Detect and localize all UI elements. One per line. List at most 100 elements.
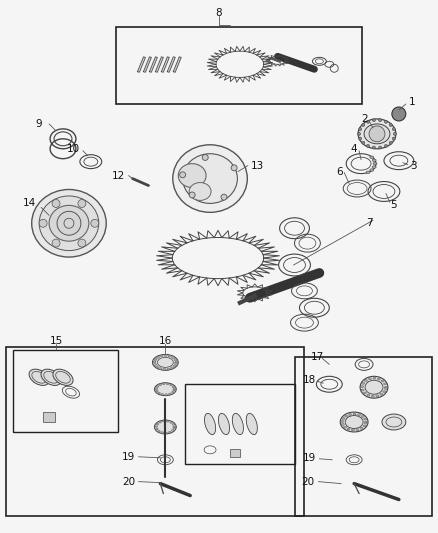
Circle shape	[359, 137, 362, 140]
Circle shape	[91, 219, 99, 227]
Ellipse shape	[158, 392, 160, 394]
Ellipse shape	[372, 166, 376, 168]
Ellipse shape	[155, 383, 176, 395]
Ellipse shape	[345, 415, 348, 417]
Ellipse shape	[173, 389, 175, 391]
Text: 19: 19	[303, 453, 316, 463]
Circle shape	[39, 219, 47, 227]
Ellipse shape	[165, 394, 167, 395]
Ellipse shape	[162, 420, 165, 422]
Ellipse shape	[373, 163, 377, 165]
Text: 16: 16	[159, 336, 172, 345]
Circle shape	[189, 192, 195, 198]
Circle shape	[78, 239, 86, 247]
Circle shape	[362, 141, 365, 144]
Circle shape	[392, 107, 406, 121]
Ellipse shape	[158, 430, 160, 432]
Ellipse shape	[360, 427, 363, 429]
Ellipse shape	[361, 416, 364, 417]
Text: 8: 8	[215, 7, 223, 18]
Text: 13: 13	[251, 160, 265, 171]
Ellipse shape	[153, 361, 156, 363]
Circle shape	[385, 144, 388, 148]
Text: 10: 10	[67, 144, 79, 154]
Ellipse shape	[246, 414, 258, 434]
Ellipse shape	[358, 119, 396, 149]
Ellipse shape	[347, 428, 350, 430]
Ellipse shape	[178, 164, 206, 188]
Polygon shape	[144, 57, 152, 72]
Ellipse shape	[219, 414, 230, 434]
Ellipse shape	[153, 364, 156, 366]
Ellipse shape	[360, 376, 388, 398]
Ellipse shape	[167, 368, 170, 370]
Ellipse shape	[162, 383, 165, 385]
Circle shape	[372, 146, 375, 149]
Ellipse shape	[164, 354, 167, 357]
Ellipse shape	[155, 420, 176, 434]
Circle shape	[180, 172, 186, 178]
Circle shape	[202, 155, 208, 160]
Ellipse shape	[159, 421, 162, 423]
Ellipse shape	[174, 359, 177, 361]
Circle shape	[52, 239, 60, 247]
Text: 18: 18	[303, 375, 316, 385]
Circle shape	[392, 137, 395, 140]
Ellipse shape	[170, 384, 172, 386]
Ellipse shape	[385, 386, 388, 388]
Ellipse shape	[29, 369, 49, 385]
Circle shape	[52, 199, 60, 207]
Text: 9: 9	[36, 119, 42, 129]
Text: 4: 4	[351, 144, 357, 154]
Ellipse shape	[169, 431, 171, 433]
Circle shape	[393, 132, 396, 135]
Text: 20: 20	[122, 477, 135, 487]
Ellipse shape	[341, 421, 344, 423]
Bar	[230, 449, 240, 457]
Text: 3: 3	[410, 160, 417, 171]
Text: 19: 19	[122, 452, 135, 462]
Bar	[185, 384, 294, 464]
Ellipse shape	[366, 171, 370, 174]
Ellipse shape	[171, 430, 174, 431]
Ellipse shape	[362, 382, 365, 384]
Ellipse shape	[205, 414, 215, 434]
Circle shape	[369, 126, 385, 142]
Ellipse shape	[173, 365, 177, 367]
Ellipse shape	[364, 418, 367, 420]
Ellipse shape	[156, 356, 159, 358]
Ellipse shape	[343, 426, 346, 428]
Ellipse shape	[378, 378, 380, 380]
Ellipse shape	[168, 355, 171, 357]
Text: 5: 5	[391, 200, 397, 211]
Ellipse shape	[173, 389, 176, 390]
Text: 17: 17	[311, 352, 324, 362]
Ellipse shape	[371, 395, 374, 397]
Ellipse shape	[360, 385, 364, 387]
Ellipse shape	[370, 156, 374, 158]
Ellipse shape	[364, 421, 367, 423]
Text: 12: 12	[112, 171, 125, 181]
Bar	[43, 412, 55, 422]
Polygon shape	[149, 57, 157, 72]
Ellipse shape	[152, 354, 178, 370]
Ellipse shape	[353, 413, 356, 415]
Ellipse shape	[165, 432, 167, 434]
Ellipse shape	[162, 368, 166, 370]
Ellipse shape	[49, 205, 89, 241]
Ellipse shape	[155, 388, 158, 390]
Ellipse shape	[32, 190, 106, 257]
Text: 15: 15	[49, 336, 63, 345]
Circle shape	[57, 212, 81, 235]
Circle shape	[378, 119, 381, 122]
Ellipse shape	[189, 182, 211, 200]
Circle shape	[359, 127, 362, 131]
Ellipse shape	[170, 422, 172, 423]
Ellipse shape	[183, 154, 237, 204]
Polygon shape	[161, 57, 169, 72]
Ellipse shape	[175, 362, 178, 365]
Ellipse shape	[384, 387, 387, 390]
Ellipse shape	[342, 417, 345, 419]
Circle shape	[367, 144, 370, 148]
Ellipse shape	[368, 378, 371, 380]
